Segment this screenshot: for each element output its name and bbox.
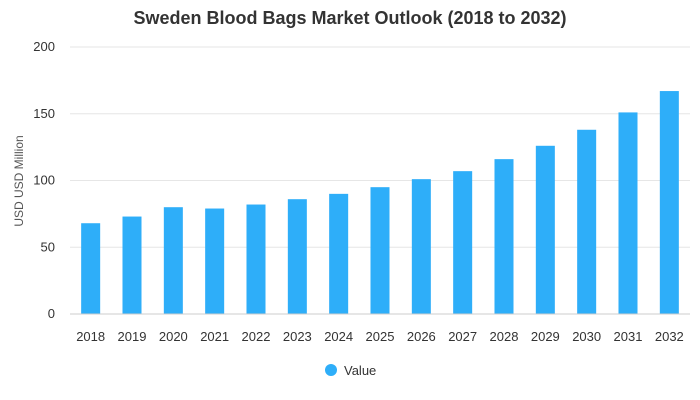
bar-2031[interactable] [618, 112, 638, 314]
bar-2032[interactable] [659, 91, 679, 314]
x-tick-label-2024: 2024 [324, 329, 353, 344]
bar-2020[interactable] [163, 207, 183, 314]
y-tick-label-100: 100 [33, 173, 55, 188]
x-tick-label-2021: 2021 [200, 329, 229, 344]
x-tick-label-2018: 2018 [76, 329, 105, 344]
legend-label-value: Value [344, 363, 376, 378]
bar-2018[interactable] [81, 223, 101, 314]
bar-2021[interactable] [205, 208, 225, 314]
bar-2024[interactable] [329, 193, 349, 314]
bar-layer [81, 91, 679, 314]
y-tick-label-200: 200 [33, 39, 55, 54]
bar-2019[interactable] [122, 216, 142, 314]
x-tick-label-2031: 2031 [614, 329, 643, 344]
y-tick-label-150: 150 [33, 106, 55, 121]
x-tick-label-2022: 2022 [242, 329, 271, 344]
chart-title: Sweden Blood Bags Market Outlook (2018 t… [133, 8, 567, 28]
x-tick-label-2025: 2025 [366, 329, 395, 344]
bar-2025[interactable] [370, 187, 390, 314]
bar-2026[interactable] [411, 179, 431, 314]
y-tick-label-0: 0 [48, 306, 55, 321]
bar-2030[interactable] [577, 129, 597, 314]
x-tick-label-2029: 2029 [531, 329, 560, 344]
bar-2027[interactable] [453, 171, 473, 314]
y-tick-label-50: 50 [41, 239, 55, 254]
x-tick-label-2028: 2028 [490, 329, 519, 344]
x-tick-label-2023: 2023 [283, 329, 312, 344]
x-tick-label-2027: 2027 [448, 329, 477, 344]
bar-2028[interactable] [494, 159, 514, 314]
axis-layer: 0 50 100 150 200 2018 2019 2020 2021 2022 2023 2024… [33, 39, 690, 344]
legend: Value [325, 363, 376, 378]
x-tick-label-2020: 2020 [159, 329, 188, 344]
legend-swatch-value [325, 364, 337, 376]
bar-2022[interactable] [246, 204, 266, 314]
x-tick-label-2032: 2032 [655, 329, 684, 344]
y-axis-title: USD USD Million [12, 135, 26, 226]
x-tick-label-2026: 2026 [407, 329, 436, 344]
x-tick-label-2030: 2030 [572, 329, 601, 344]
bar-2029[interactable] [535, 145, 555, 314]
x-tick-label-2019: 2019 [118, 329, 147, 344]
bar-2023[interactable] [287, 199, 307, 314]
